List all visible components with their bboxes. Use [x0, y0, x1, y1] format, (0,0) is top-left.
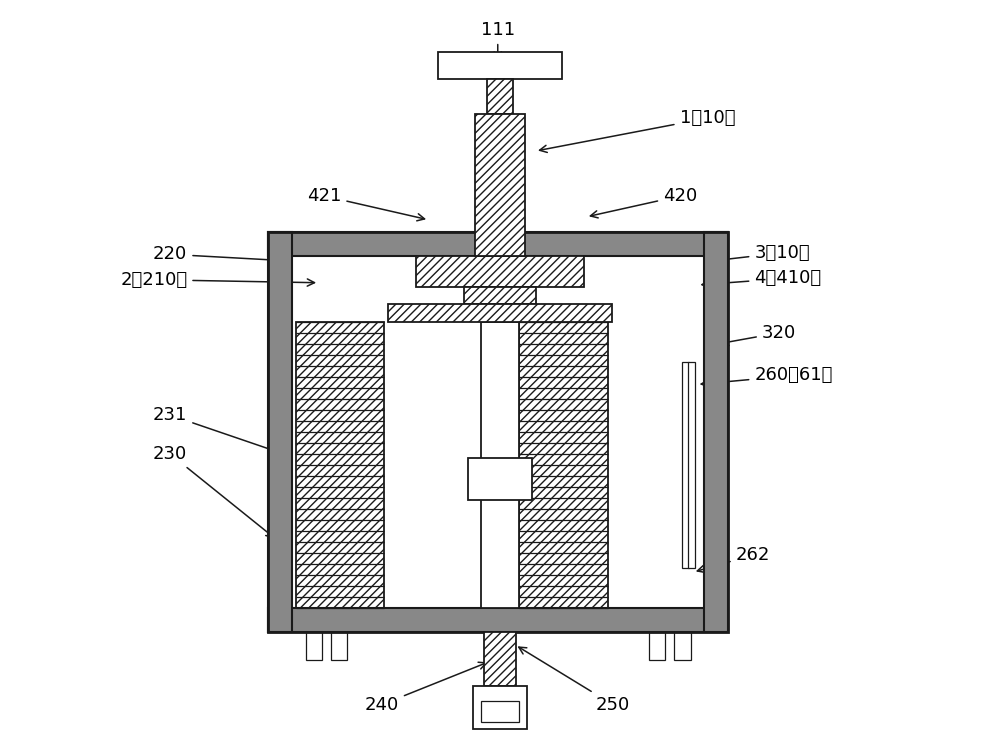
Bar: [268, 608, 728, 632]
Bar: [296, 322, 384, 608]
Text: 231: 231: [153, 406, 286, 456]
Text: 2〒210〓: 2〒210〓: [120, 271, 315, 289]
Bar: [268, 232, 292, 632]
Bar: [388, 304, 612, 322]
Bar: [268, 232, 728, 632]
Bar: [438, 52, 562, 79]
Text: 1〒10〓: 1〒10〓: [540, 109, 735, 153]
Text: 320: 320: [721, 324, 796, 346]
Bar: [306, 632, 322, 660]
Bar: [268, 232, 728, 256]
Text: 421: 421: [307, 187, 425, 221]
Bar: [704, 232, 728, 632]
Text: 420: 420: [590, 187, 697, 218]
Text: 250: 250: [519, 647, 630, 714]
Bar: [688, 362, 695, 568]
Bar: [268, 232, 728, 256]
Text: 260〒61〓: 260〒61〓: [701, 367, 833, 387]
Text: 220: 220: [153, 245, 288, 264]
Bar: [481, 701, 519, 722]
Bar: [682, 362, 689, 568]
Bar: [649, 632, 665, 660]
Bar: [704, 232, 728, 632]
Text: 3〒10〓: 3〒10〓: [715, 244, 810, 263]
Bar: [416, 256, 584, 287]
Text: 111: 111: [481, 21, 515, 59]
Bar: [473, 686, 527, 729]
Bar: [268, 232, 292, 632]
Bar: [519, 322, 608, 608]
Text: 240: 240: [365, 662, 486, 714]
Bar: [331, 632, 347, 660]
Bar: [475, 114, 525, 256]
Bar: [487, 79, 513, 114]
Text: 230: 230: [153, 445, 274, 537]
Bar: [468, 459, 532, 500]
Bar: [268, 608, 728, 632]
Bar: [484, 632, 516, 686]
Text: 262: 262: [697, 546, 770, 572]
Text: 4〒410〓: 4〒410〓: [702, 269, 821, 288]
Bar: [292, 256, 704, 608]
Bar: [481, 322, 519, 608]
Bar: [464, 287, 536, 304]
Bar: [674, 632, 691, 660]
